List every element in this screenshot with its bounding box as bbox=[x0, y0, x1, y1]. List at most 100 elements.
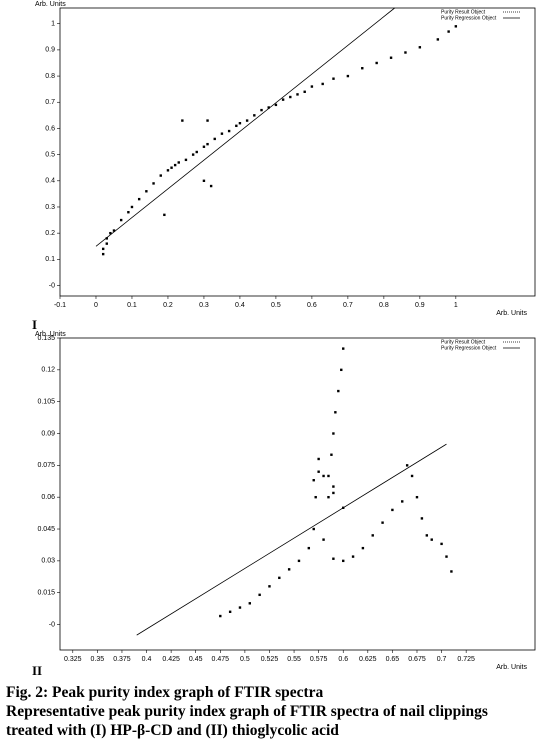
x-tick-label: 1 bbox=[454, 302, 458, 309]
data-point bbox=[159, 174, 162, 177]
data-point bbox=[375, 61, 378, 65]
x-tick-label: 0.6 bbox=[338, 656, 348, 663]
data-point bbox=[166, 169, 170, 172]
data-point bbox=[430, 538, 433, 541]
x-tick-label: 0.55 bbox=[287, 656, 301, 663]
x-axis-label: Arb. Units bbox=[496, 310, 527, 317]
x-tick-label: 0 bbox=[94, 302, 98, 309]
data-point bbox=[332, 485, 335, 488]
panel-label: I bbox=[32, 317, 37, 332]
data-point bbox=[436, 38, 440, 41]
x-tick-label: 0.475 bbox=[212, 656, 230, 663]
data-point bbox=[312, 479, 315, 482]
data-point bbox=[202, 179, 206, 182]
regression-line bbox=[95, 7, 395, 247]
data-point bbox=[145, 190, 148, 193]
data-point bbox=[401, 500, 404, 503]
y-tick-label: 0.6 bbox=[45, 125, 55, 132]
x-axis-label: Arb. Units bbox=[496, 664, 527, 671]
data-point bbox=[105, 242, 108, 245]
y-tick-label: 0.12 bbox=[41, 367, 55, 374]
data-point bbox=[312, 527, 315, 531]
data-point bbox=[235, 124, 238, 128]
data-point bbox=[391, 508, 394, 512]
data-point bbox=[404, 51, 407, 54]
data-point bbox=[296, 93, 299, 96]
x-tick-label: 0.7 bbox=[343, 302, 353, 309]
y-tick-label: 1 bbox=[51, 21, 55, 28]
data-point bbox=[346, 74, 350, 78]
data-point bbox=[340, 368, 343, 372]
data-point bbox=[415, 495, 419, 499]
data-point bbox=[337, 389, 340, 393]
data-point bbox=[297, 559, 301, 563]
figure: -0 0.1 0.2 0.3 0.4 0.5 0.6 0.7 0.8 0.9 1 -0.1 0 0.1 0.… bbox=[32, 1, 536, 678]
x-tick-label: 0.7 bbox=[437, 656, 447, 663]
x-tick-label: 0.8 bbox=[379, 302, 389, 309]
data-point bbox=[332, 77, 335, 80]
x-tick-label: 0.5 bbox=[271, 302, 281, 309]
y-tick-label: 0.2 bbox=[45, 230, 55, 237]
y-axis-label: Arb. Units bbox=[35, 1, 66, 8]
x-tick-label: 0.725 bbox=[457, 656, 475, 663]
data-point bbox=[310, 85, 314, 88]
data-point bbox=[227, 129, 231, 133]
data-point bbox=[137, 197, 141, 201]
data-point bbox=[245, 119, 249, 122]
data-point bbox=[327, 474, 330, 478]
x-tick-label: 0.3 bbox=[199, 302, 209, 309]
data-point bbox=[361, 546, 365, 550]
data-point bbox=[170, 166, 173, 169]
y-tick-label: 0.09 bbox=[41, 430, 55, 437]
data-point bbox=[447, 30, 450, 33]
data-point bbox=[248, 602, 252, 605]
data-point bbox=[238, 606, 242, 609]
data-point bbox=[321, 82, 324, 86]
x-tick-label: 0.4 bbox=[142, 656, 152, 663]
data-point bbox=[258, 593, 261, 597]
y-tick-label: -0 bbox=[49, 621, 55, 628]
x-tick-label: 0.45 bbox=[189, 656, 203, 663]
y-tick-label: 0.9 bbox=[45, 47, 55, 54]
data-point bbox=[361, 67, 364, 70]
y-tick-label: 0.3 bbox=[45, 204, 55, 211]
data-point bbox=[281, 98, 285, 101]
data-point bbox=[389, 56, 393, 59]
data-point bbox=[445, 555, 448, 558]
data-point bbox=[317, 457, 320, 461]
data-point bbox=[425, 534, 429, 537]
x-tick-label: 0.525 bbox=[261, 656, 279, 663]
x-tick-label: 0.65 bbox=[386, 656, 400, 663]
y-tick-label: 0.03 bbox=[41, 558, 55, 565]
x-tick-label: 0.9 bbox=[415, 302, 425, 309]
data-point bbox=[112, 229, 116, 232]
x-tick-label: 0.1 bbox=[127, 302, 137, 309]
data-point bbox=[130, 205, 134, 209]
legend-label: Purity Regression Object bbox=[441, 345, 497, 351]
y-tick-label: -0 bbox=[49, 282, 55, 289]
data-point bbox=[303, 90, 306, 93]
data-point bbox=[202, 145, 206, 148]
data-point bbox=[332, 557, 335, 560]
legend-label: Purity Result Object bbox=[441, 9, 486, 15]
data-point bbox=[177, 161, 180, 164]
x-tick-label: 0.6 bbox=[307, 302, 317, 309]
data-point bbox=[173, 163, 177, 167]
plot-frame bbox=[59, 337, 536, 651]
data-point bbox=[410, 474, 414, 478]
data-point bbox=[209, 184, 213, 188]
data-point bbox=[105, 237, 108, 240]
x-tick-label: 0.4 bbox=[235, 302, 245, 309]
data-point bbox=[454, 25, 458, 28]
data-point bbox=[314, 495, 317, 499]
data-point bbox=[195, 150, 198, 154]
data-point bbox=[260, 108, 263, 112]
data-point bbox=[289, 95, 292, 99]
data-point bbox=[268, 585, 271, 588]
y-tick-label: 0.015 bbox=[37, 590, 55, 597]
data-point bbox=[332, 491, 335, 495]
data-point bbox=[152, 182, 155, 185]
data-point bbox=[163, 213, 166, 217]
plot-frame bbox=[59, 7, 536, 297]
x-tick-label: 0.5 bbox=[240, 656, 250, 663]
